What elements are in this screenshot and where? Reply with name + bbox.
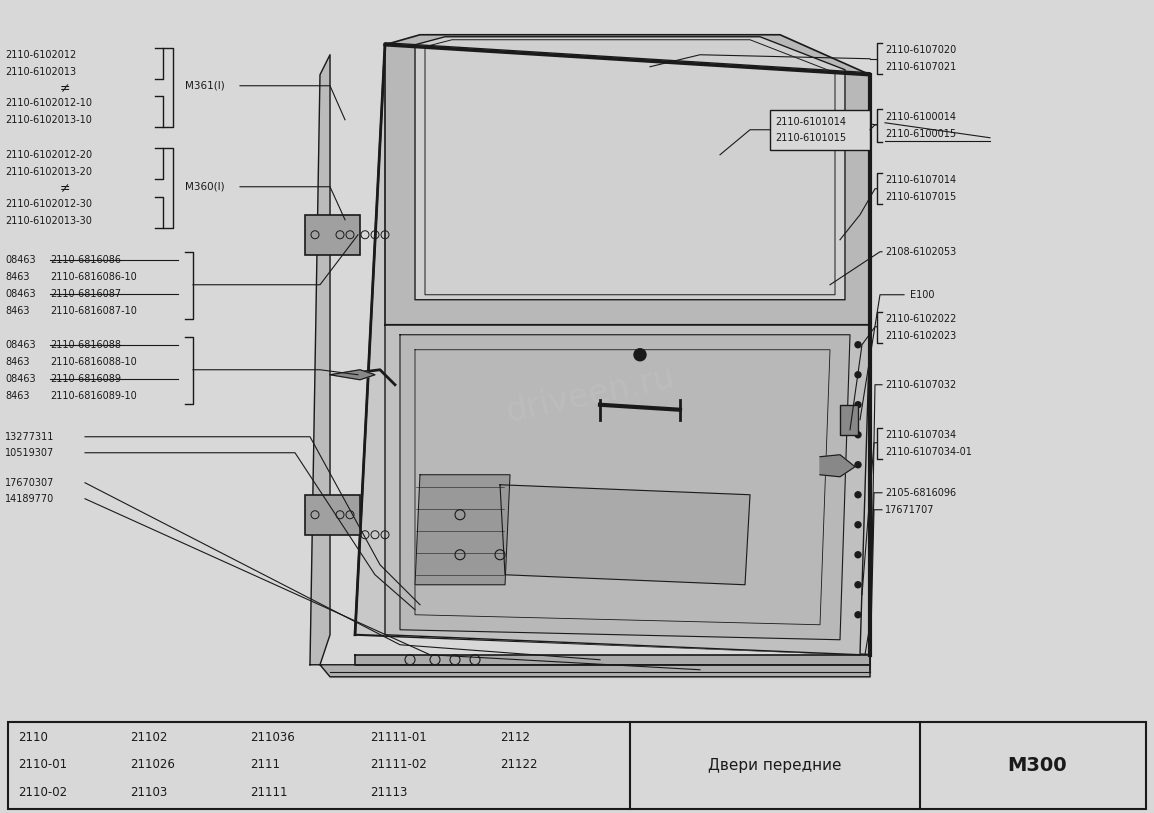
Bar xyxy=(770,110,870,150)
Text: 2112: 2112 xyxy=(500,732,530,745)
Text: 2110-6102013-20: 2110-6102013-20 xyxy=(5,167,92,176)
Text: 2110-6102013-10: 2110-6102013-10 xyxy=(5,115,92,124)
Text: 2110-6102013: 2110-6102013 xyxy=(5,67,76,76)
Polygon shape xyxy=(385,324,870,654)
Circle shape xyxy=(855,432,861,437)
Text: 2110-6816086-10: 2110-6816086-10 xyxy=(50,272,137,282)
Text: 2110-6107032: 2110-6107032 xyxy=(885,380,957,389)
Text: 21111-01: 21111-01 xyxy=(370,732,427,745)
Text: 2110-6102012-20: 2110-6102012-20 xyxy=(5,150,92,159)
Text: 17670307: 17670307 xyxy=(5,478,54,488)
Text: 8463: 8463 xyxy=(5,357,30,367)
Text: 21111: 21111 xyxy=(250,786,287,799)
Text: 2110-6816089-10: 2110-6816089-10 xyxy=(50,391,137,401)
Text: 2110-6102012-10: 2110-6102012-10 xyxy=(5,98,92,108)
Text: 2110-6816089: 2110-6816089 xyxy=(50,374,121,384)
Text: 2110-6816086: 2110-6816086 xyxy=(50,254,121,265)
Text: ≠: ≠ xyxy=(60,181,70,194)
Text: 2111: 2111 xyxy=(250,759,280,772)
Polygon shape xyxy=(320,665,870,676)
Text: 08463: 08463 xyxy=(5,340,36,350)
Text: 2110-6107020: 2110-6107020 xyxy=(885,45,957,54)
Polygon shape xyxy=(415,37,845,300)
Text: 2105-6816096: 2105-6816096 xyxy=(885,488,957,498)
Circle shape xyxy=(855,522,861,528)
Text: 2110-6100015: 2110-6100015 xyxy=(885,128,957,139)
Text: 2110-02: 2110-02 xyxy=(18,786,67,799)
Text: 2110-6102012: 2110-6102012 xyxy=(5,50,76,59)
Text: 2110-6107014: 2110-6107014 xyxy=(885,175,957,185)
Text: 14189770: 14189770 xyxy=(5,493,54,504)
Polygon shape xyxy=(400,335,850,640)
Circle shape xyxy=(855,492,861,498)
Circle shape xyxy=(855,552,861,558)
Text: M300: M300 xyxy=(1007,756,1066,776)
Text: 2110-6816088: 2110-6816088 xyxy=(50,340,121,350)
Text: 2110-6102022: 2110-6102022 xyxy=(885,314,957,324)
Text: Двери передние: Двери передние xyxy=(709,759,841,773)
Polygon shape xyxy=(355,654,870,665)
Text: 2110-6816087-10: 2110-6816087-10 xyxy=(50,306,137,315)
Bar xyxy=(305,215,360,254)
Circle shape xyxy=(855,582,861,588)
Text: 211036: 211036 xyxy=(250,732,294,745)
Polygon shape xyxy=(415,475,510,585)
Bar xyxy=(840,405,859,435)
Circle shape xyxy=(634,349,646,361)
Polygon shape xyxy=(500,485,750,585)
Text: M361(I): M361(I) xyxy=(185,80,225,91)
Polygon shape xyxy=(310,54,330,665)
Polygon shape xyxy=(820,454,855,476)
Text: ≠: ≠ xyxy=(60,81,70,94)
Text: 21103: 21103 xyxy=(130,786,167,799)
Text: 2110-6107021: 2110-6107021 xyxy=(885,62,957,72)
Text: 2110-6101014: 2110-6101014 xyxy=(775,117,846,127)
Circle shape xyxy=(855,402,861,408)
Text: 13277311: 13277311 xyxy=(5,432,54,441)
Circle shape xyxy=(855,462,861,467)
Text: 2110-6816088-10: 2110-6816088-10 xyxy=(50,357,137,367)
Circle shape xyxy=(855,611,861,618)
Text: 2110-6102013-30: 2110-6102013-30 xyxy=(5,215,92,226)
Text: 2110-01: 2110-01 xyxy=(18,759,67,772)
Text: 17671707: 17671707 xyxy=(885,505,935,515)
Text: 2110-6102012-30: 2110-6102012-30 xyxy=(5,198,92,209)
Bar xyxy=(305,495,360,535)
Text: 2110-6101015: 2110-6101015 xyxy=(775,133,846,143)
Text: 211026: 211026 xyxy=(130,759,175,772)
Text: 08463: 08463 xyxy=(5,374,36,384)
Text: 2108-6102053: 2108-6102053 xyxy=(885,247,957,257)
Text: 2110-6816087: 2110-6816087 xyxy=(50,289,121,298)
Text: driveen.ru: driveen.ru xyxy=(503,361,677,428)
Text: 2110-6100014: 2110-6100014 xyxy=(885,111,956,122)
Text: 08463: 08463 xyxy=(5,254,36,265)
Text: 21102: 21102 xyxy=(130,732,167,745)
Text: 2110-6107015: 2110-6107015 xyxy=(885,192,957,202)
Polygon shape xyxy=(385,35,870,324)
Circle shape xyxy=(855,372,861,378)
Text: 2110-6107034-01: 2110-6107034-01 xyxy=(885,447,972,457)
Text: 8463: 8463 xyxy=(5,391,30,401)
Text: 8463: 8463 xyxy=(5,272,30,282)
Polygon shape xyxy=(330,370,375,380)
Text: 21113: 21113 xyxy=(370,786,407,799)
Text: 8463: 8463 xyxy=(5,306,30,315)
Text: E100: E100 xyxy=(911,289,935,300)
Text: 08463: 08463 xyxy=(5,289,36,298)
Polygon shape xyxy=(355,45,870,654)
Text: 2110-6107034: 2110-6107034 xyxy=(885,430,957,440)
Text: 21111-02: 21111-02 xyxy=(370,759,427,772)
Text: 10519307: 10519307 xyxy=(5,448,54,458)
Text: 2110: 2110 xyxy=(18,732,47,745)
Text: 21122: 21122 xyxy=(500,759,538,772)
Circle shape xyxy=(855,341,861,348)
Text: M360(I): M360(I) xyxy=(185,182,225,192)
Text: 2110-6102023: 2110-6102023 xyxy=(885,331,957,341)
